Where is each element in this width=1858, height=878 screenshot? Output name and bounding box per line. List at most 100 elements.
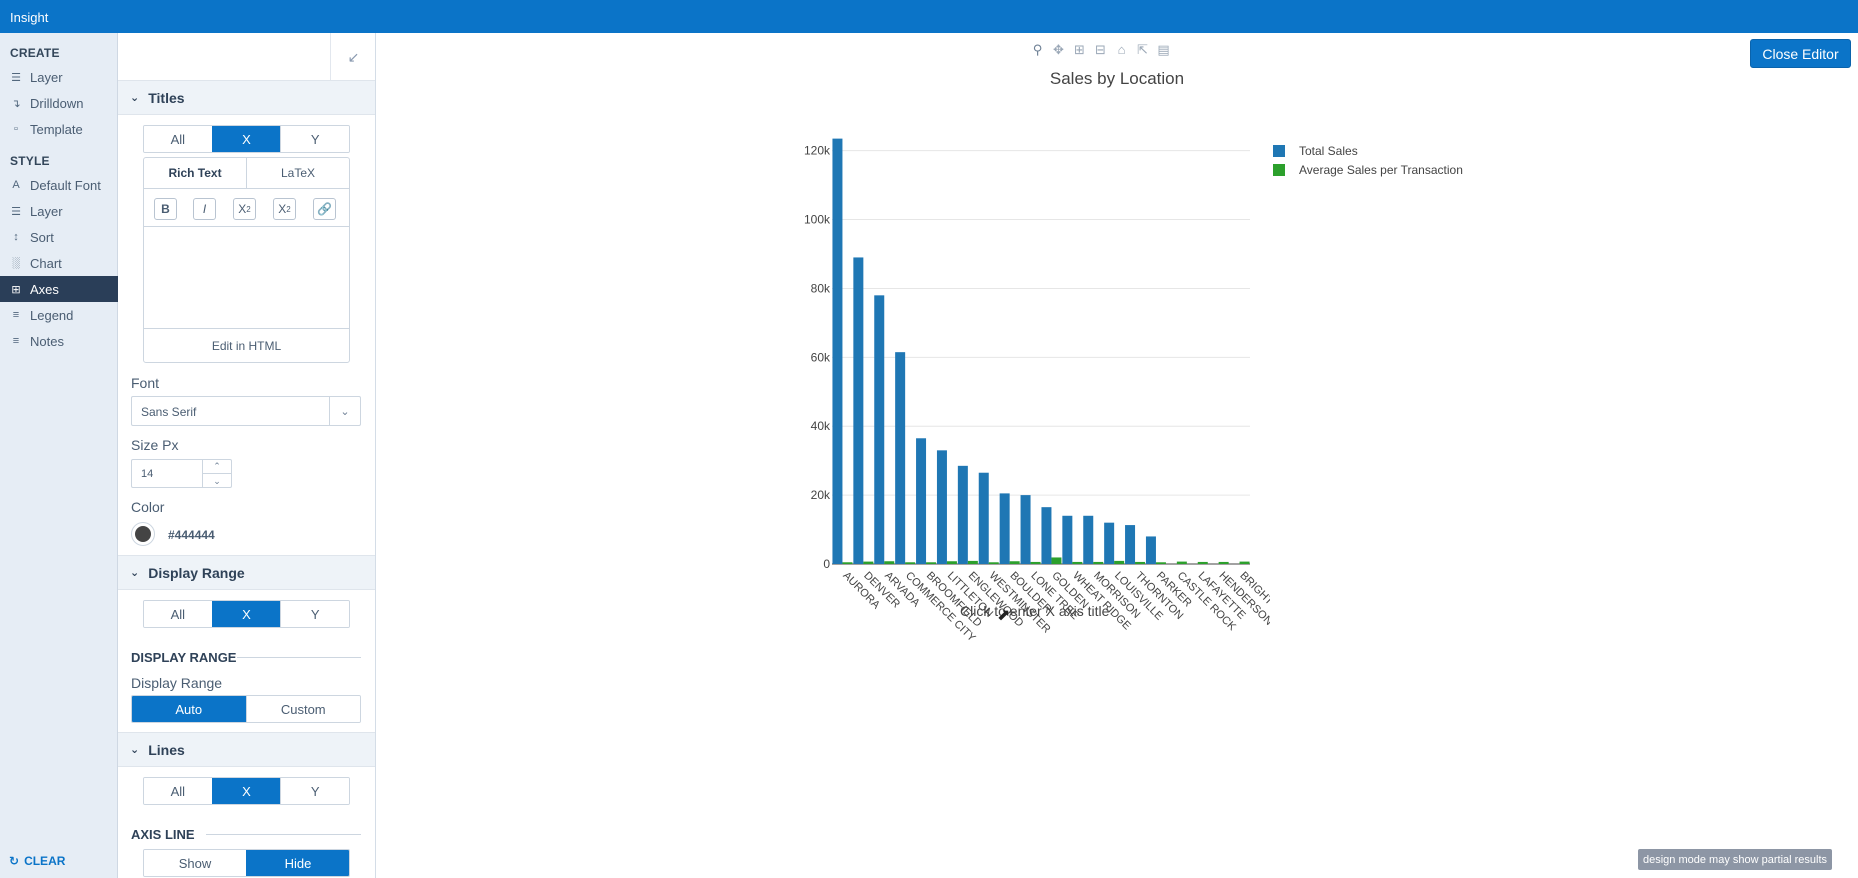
size-stepper[interactable]: 14 ⌃ ⌄: [131, 459, 232, 488]
sidebar-item-notes[interactable]: ≡ Notes: [0, 328, 118, 354]
y-tick-label: 60k: [811, 350, 831, 364]
home-icon[interactable]: ⌂: [1117, 42, 1126, 57]
bold-button[interactable]: B: [154, 198, 177, 220]
axis-line-selector: Show Hide: [143, 849, 350, 877]
title-text-area[interactable]: [144, 227, 349, 328]
bar-average-sales: [884, 561, 895, 564]
sidebar-item-label: Legend: [30, 307, 74, 323]
app-header: Insight: [0, 0, 1858, 33]
divider: [206, 834, 361, 835]
bar-average-sales: [1135, 561, 1146, 564]
sidebar-item-label: Layer: [30, 69, 63, 85]
bar-average-sales: [1093, 561, 1104, 564]
decrement-button[interactable]: ⌄: [202, 474, 231, 488]
bar-average-sales: [905, 562, 916, 564]
link-button[interactable]: 🔗: [313, 198, 336, 220]
clear-button[interactable]: ↻ CLEAR: [9, 854, 65, 868]
bar-total-sales: [1145, 536, 1156, 564]
sidebar-item-label: Default Font: [30, 177, 101, 193]
pan-icon[interactable]: ✥: [1053, 42, 1064, 57]
sidebar-item-label: Sort: [30, 229, 54, 245]
font-icon: A: [12, 179, 20, 191]
lines-axis-selector: All X Y: [143, 777, 350, 805]
bar-average-sales: [967, 560, 978, 564]
zoom-out-icon[interactable]: ⊟: [1095, 42, 1106, 57]
y-tick-label: 80k: [811, 281, 831, 295]
zoom-in-icon[interactable]: ⊞: [1074, 42, 1085, 57]
chart-icon: ░: [12, 257, 20, 269]
titles-axis-y[interactable]: Y: [280, 126, 349, 152]
autoscale-icon[interactable]: ⇱: [1137, 42, 1148, 57]
legend-swatch: [1273, 163, 1285, 176]
titles-axis-selector: All X Y: [143, 125, 350, 153]
editor-tabs: Rich Text LaTeX: [144, 158, 349, 189]
bar-total-sales: [1062, 515, 1073, 564]
display-range-auto[interactable]: Auto: [132, 696, 246, 722]
zoom-icon[interactable]: ⚲: [1032, 42, 1043, 57]
chart-title[interactable]: Sales by Location: [1049, 69, 1185, 88]
sidebar-item-legend[interactable]: ≡ Legend: [0, 302, 118, 328]
y-tick-label: 20k: [811, 488, 831, 502]
sidebar-item-default-font[interactable]: A Default Font: [0, 172, 118, 198]
drilldown-icon: ↴: [11, 97, 21, 110]
subscript-icon: X: [238, 202, 247, 216]
axes-settings-panel: ↙ ⌄ Titles ⌄ Display Range ⌄ Lines: [118, 33, 376, 878]
legend-item-average-sales[interactable]: Average Sales per Transaction: [1273, 160, 1463, 179]
bar-total-sales: [936, 450, 947, 564]
edit-in-html-button[interactable]: Edit in HTML: [144, 328, 349, 362]
size-value: 14: [141, 468, 154, 480]
bar-total-sales: [874, 295, 885, 564]
save-icon[interactable]: ▤: [1157, 42, 1170, 57]
sidebar-item-sort[interactable]: ↕ Sort: [0, 224, 118, 250]
sidebar: CREATE ☰ Layer ↴ Drilldown ▫ Template STYLE…: [0, 33, 118, 878]
display-range-subheading: DISPLAY RANGE: [131, 650, 237, 665]
increment-button[interactable]: ⌃: [202, 460, 231, 474]
sidebar-item-create-layer[interactable]: ☰ Layer: [0, 64, 118, 90]
legend-icon: ≡: [12, 309, 20, 321]
display-range-section-header[interactable]: ⌄ Display Range: [118, 555, 375, 590]
x-axis-title-placeholder[interactable]: Click to enter X axis title: [960, 603, 1110, 619]
lines-axis-all[interactable]: All: [144, 778, 212, 804]
lines-axis-x[interactable]: X: [211, 778, 281, 804]
sidebar-item-style-layer[interactable]: ☰ Layer: [0, 198, 118, 224]
font-select[interactable]: Sans Serif ⌄: [131, 396, 361, 426]
tab-rich-text[interactable]: Rich Text: [144, 158, 247, 188]
color-swatch[interactable]: [131, 522, 155, 546]
bar-average-sales: [1239, 561, 1250, 564]
titles-axis-all[interactable]: All: [144, 126, 212, 152]
titles-axis-x[interactable]: X: [211, 126, 281, 152]
bar-total-sales: [978, 472, 989, 564]
display-range-custom[interactable]: Custom: [245, 696, 360, 722]
display-range-axis-all[interactable]: All: [144, 601, 212, 627]
chevron-down-icon[interactable]: ⌄: [329, 397, 360, 425]
bar-average-sales: [988, 562, 999, 564]
lines-section-header[interactable]: ⌄ Lines: [118, 732, 375, 767]
close-editor-button[interactable]: Close Editor: [1750, 39, 1851, 68]
lines-axis-y[interactable]: Y: [280, 778, 349, 804]
italic-button[interactable]: I: [193, 198, 216, 220]
sidebar-item-chart[interactable]: ░ Chart: [0, 250, 118, 276]
titles-section-header[interactable]: ⌄ Titles: [118, 80, 375, 115]
legend-item-total-sales[interactable]: Total Sales: [1273, 141, 1463, 160]
chart-legend: Total Sales Average Sales per Transactio…: [1273, 141, 1463, 179]
chevron-down-icon: ⌄: [130, 92, 140, 104]
axis-line-hide[interactable]: Hide: [246, 850, 349, 876]
template-icon: ▫: [14, 123, 18, 135]
notes-icon: ≡: [12, 335, 20, 347]
layers-icon: ☰: [11, 71, 21, 84]
sidebar-item-drilldown[interactable]: ↴ Drilldown: [0, 90, 118, 116]
display-range-axis-x[interactable]: X: [211, 601, 281, 627]
sidebar-item-axes[interactable]: ⊞ Axes: [0, 276, 118, 302]
sidebar-item-template[interactable]: ▫ Template: [0, 116, 118, 142]
layers-icon: ☰: [11, 205, 21, 218]
display-range-axis-y[interactable]: Y: [280, 601, 349, 627]
collapse-panel-button[interactable]: ↙: [330, 33, 375, 81]
axis-line-show[interactable]: Show: [144, 850, 246, 876]
tab-latex[interactable]: LaTeX: [280, 166, 316, 180]
chart-bars: [832, 138, 1250, 564]
sidebar-item-label: Chart: [30, 255, 62, 271]
sidebar-item-label: Drilldown: [30, 95, 84, 111]
size-label: Size Px: [131, 437, 179, 453]
